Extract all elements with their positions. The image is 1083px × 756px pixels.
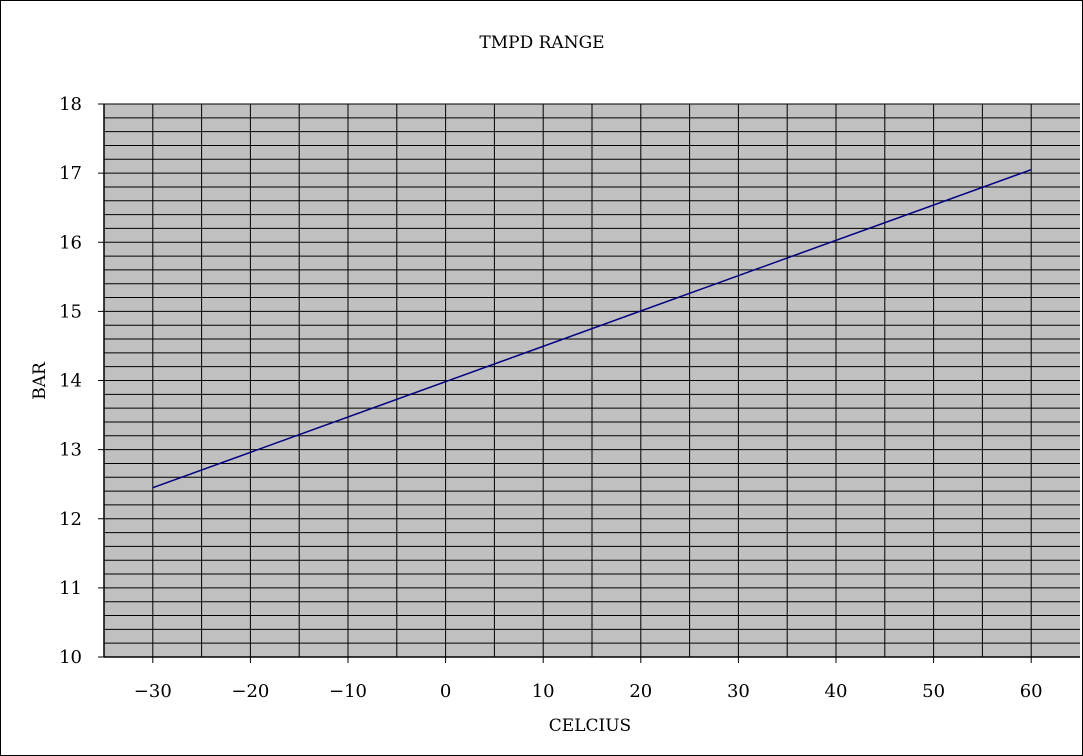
y-tick-label: 15 bbox=[59, 301, 82, 322]
x-tick-label: 50 bbox=[922, 681, 945, 702]
y-tick-label: 17 bbox=[59, 163, 82, 184]
y-tick-label: 14 bbox=[59, 371, 82, 392]
x-tick-label: 20 bbox=[629, 681, 652, 702]
x-tick-label: 40 bbox=[825, 681, 848, 702]
grid-lines bbox=[104, 104, 1080, 657]
series-line bbox=[152, 168, 1032, 489]
y-tick-label: 12 bbox=[59, 509, 82, 530]
y-tick-label: 16 bbox=[59, 232, 82, 253]
tick-labels: 10 11 12 13 14 15 16 17 18 −30 −20 −10 0 10 20 30 40 50 60 bbox=[59, 94, 1043, 702]
y-tick-label: 11 bbox=[59, 578, 82, 599]
x-tick-label: 60 bbox=[1020, 681, 1043, 702]
x-tick-label: −30 bbox=[134, 681, 172, 702]
x-tick-label: 10 bbox=[532, 681, 555, 702]
y-tick-label: 13 bbox=[59, 440, 82, 461]
series-group bbox=[152, 168, 1032, 489]
x-tick-label: −20 bbox=[231, 681, 269, 702]
y-tick-label: 10 bbox=[59, 647, 82, 668]
x-tick-label: 30 bbox=[727, 681, 750, 702]
chart-title: TMPD RANGE bbox=[479, 33, 604, 53]
y-axis-label: BAR bbox=[30, 361, 50, 400]
x-axis-label: CELCIUS bbox=[549, 716, 631, 736]
y-tick-label: 18 bbox=[59, 94, 82, 115]
x-tick-label: −10 bbox=[329, 681, 367, 702]
x-tick-label: 0 bbox=[440, 681, 451, 702]
